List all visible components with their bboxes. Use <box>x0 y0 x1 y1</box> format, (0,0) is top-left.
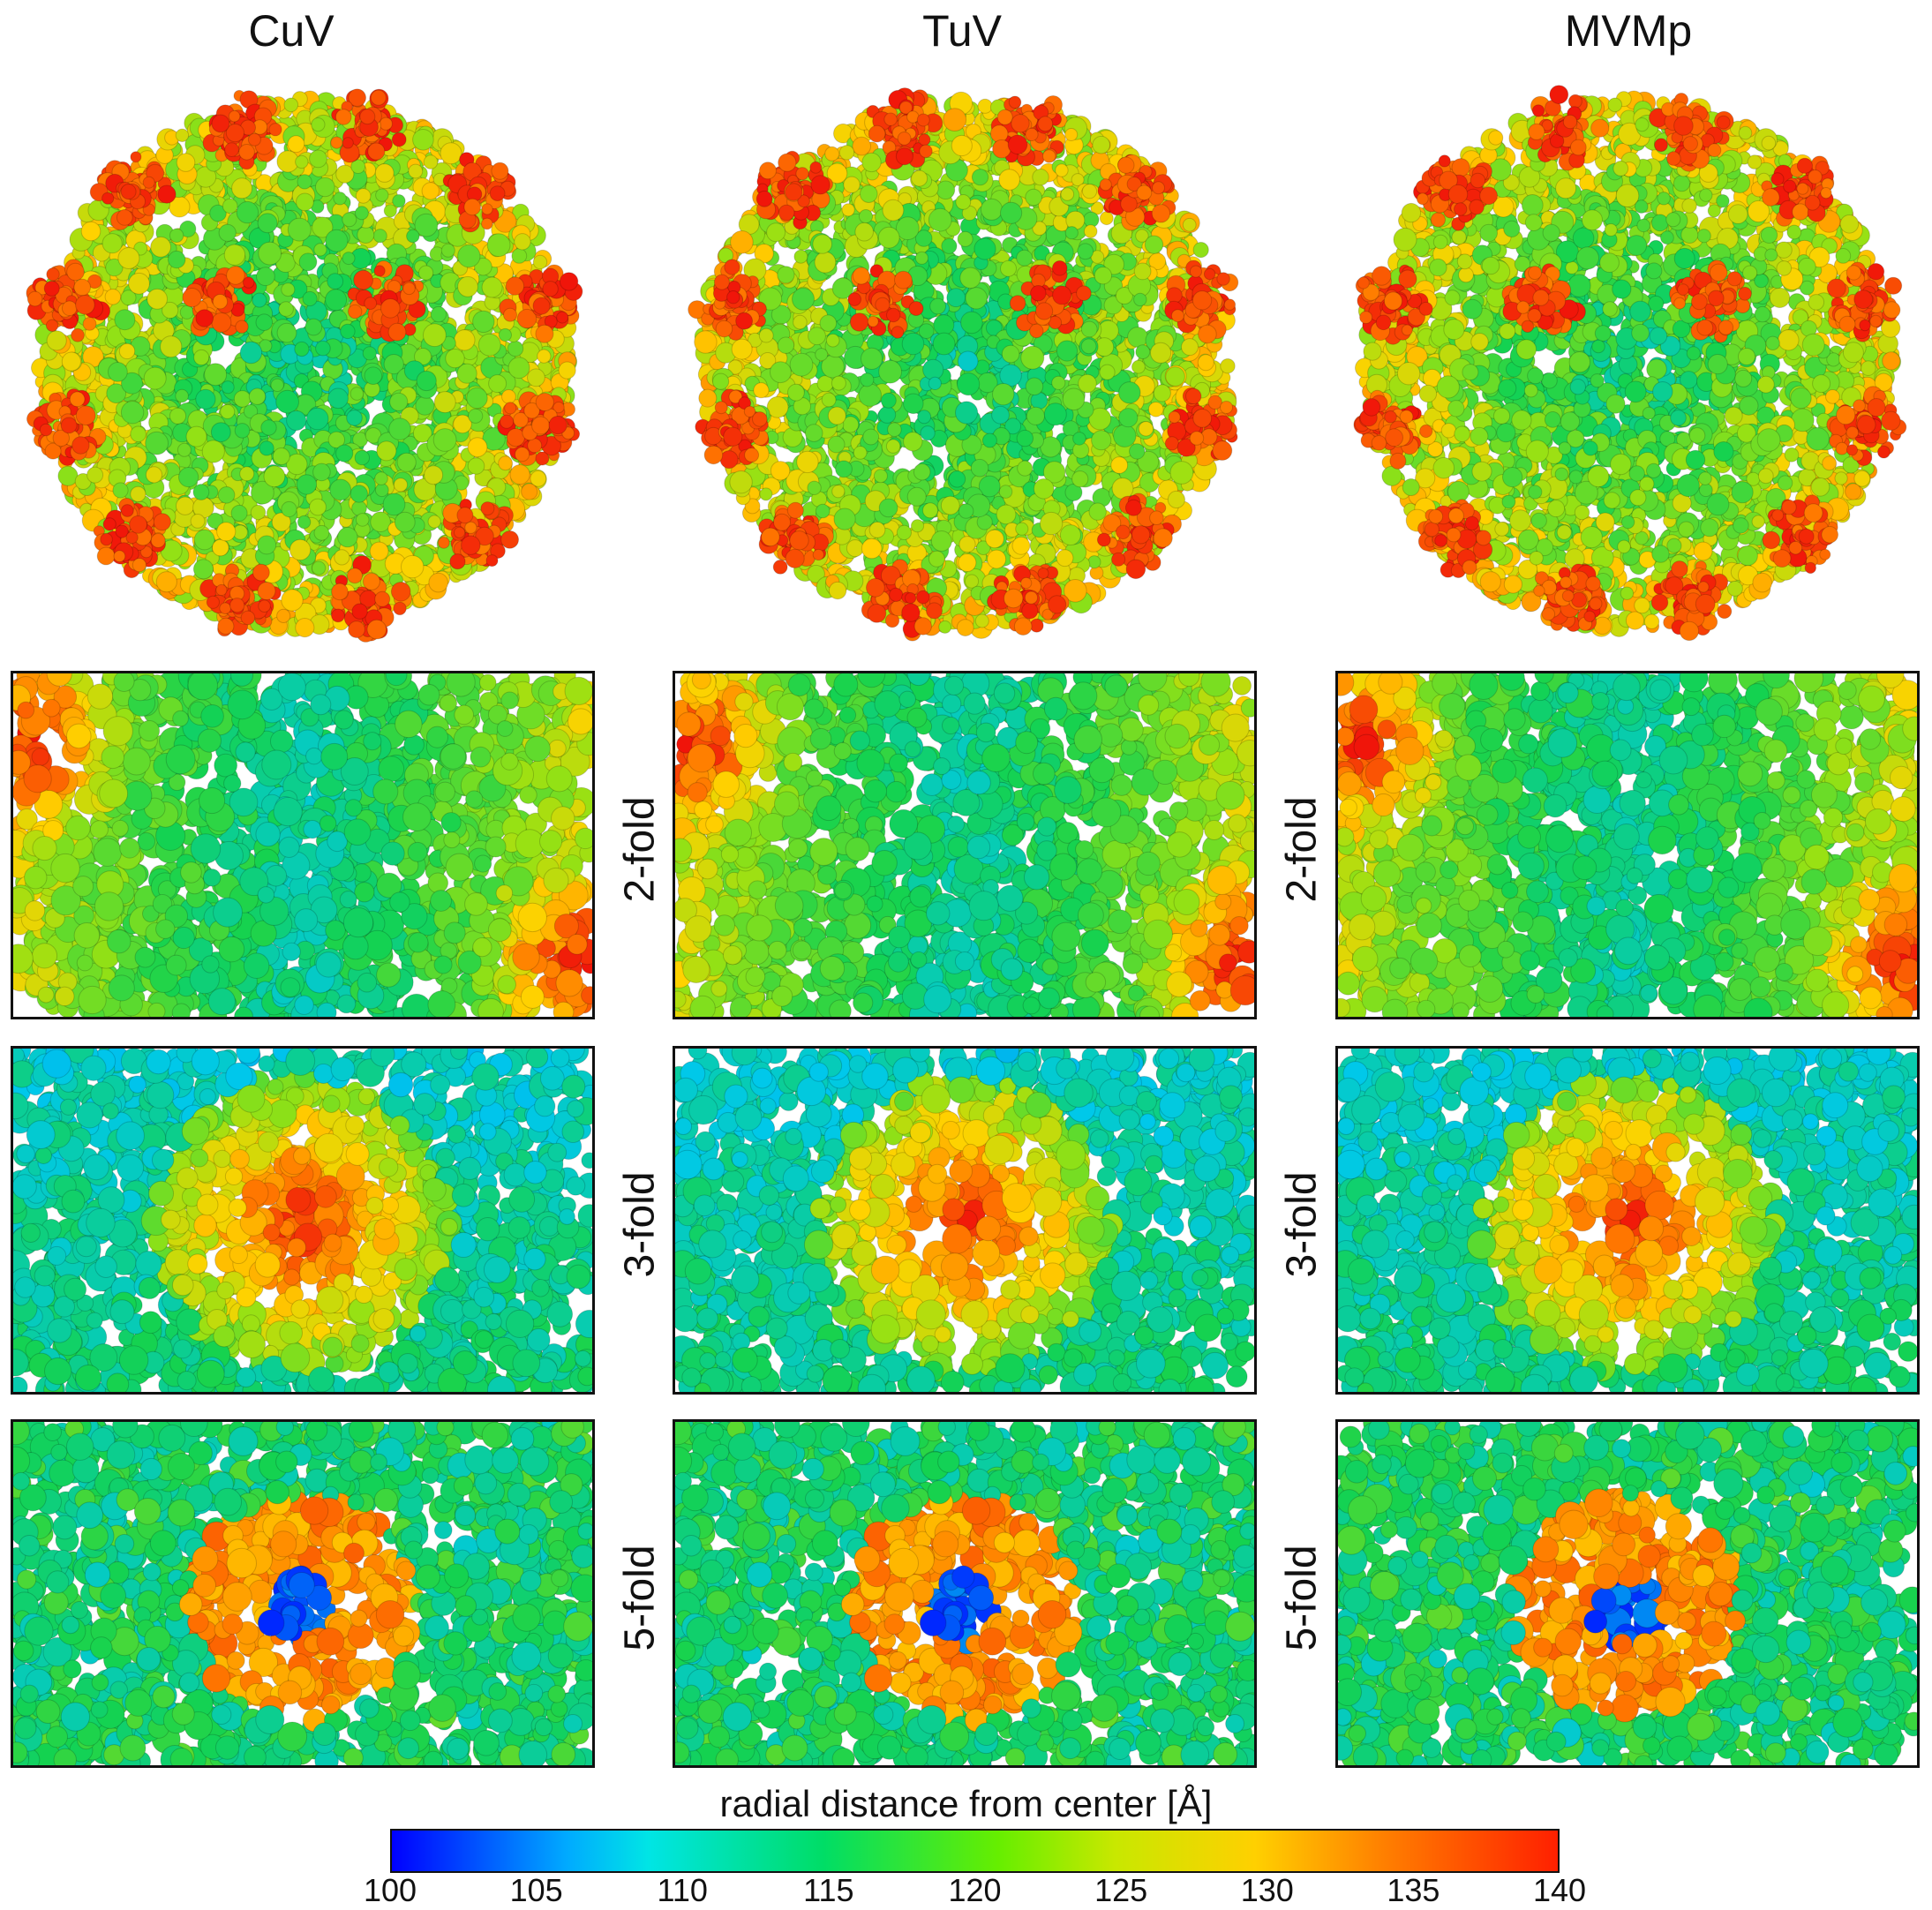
colorbar-tick: 125 <box>1077 1872 1165 1909</box>
panel-cuv-3fold <box>11 1046 595 1395</box>
colorbar-tick: 120 <box>931 1872 1019 1909</box>
fold-label-3fold: 3-fold <box>616 1049 665 1402</box>
colorbar-tick: 130 <box>1223 1872 1312 1909</box>
panel-cuv-2fold <box>11 671 595 1019</box>
colorbar-tick: 105 <box>492 1872 581 1909</box>
fold-label-2fold: 2-fold <box>616 673 665 1026</box>
colorbar-label: radial distance from center [Å] <box>0 1783 1932 1825</box>
colorbar <box>390 1829 1560 1873</box>
column-title-mvmp: MVMp <box>1496 5 1761 56</box>
colorbar-tick: 115 <box>785 1872 873 1909</box>
panel-tuv-3fold <box>673 1046 1257 1395</box>
panel-mvmp-2fold <box>1335 671 1920 1019</box>
fold-label-3fold: 3-fold <box>1278 1049 1327 1402</box>
fold-label-2fold: 2-fold <box>1278 673 1327 1026</box>
panel-mvmp-3fold <box>1335 1046 1920 1395</box>
panel-cuv-5fold <box>11 1419 595 1768</box>
colorbar-tick: 110 <box>638 1872 726 1909</box>
panel-tuv-2fold <box>673 671 1257 1019</box>
colorbar-tick: 140 <box>1515 1872 1604 1909</box>
capsid-render-tuv <box>671 64 1262 664</box>
fold-label-5fold: 5-fold <box>616 1422 665 1775</box>
column-title-cuv: CuV <box>159 5 424 56</box>
panel-tuv-5fold <box>673 1419 1257 1768</box>
capsid-render-mvmp <box>1333 64 1924 664</box>
capsid-render-cuv <box>9 64 600 664</box>
fold-label-5fold: 5-fold <box>1278 1422 1327 1775</box>
colorbar-tick: 100 <box>346 1872 434 1909</box>
panel-mvmp-5fold <box>1335 1419 1920 1768</box>
column-title-tuv: TuV <box>830 5 1094 56</box>
colorbar-tick: 135 <box>1369 1872 1457 1909</box>
